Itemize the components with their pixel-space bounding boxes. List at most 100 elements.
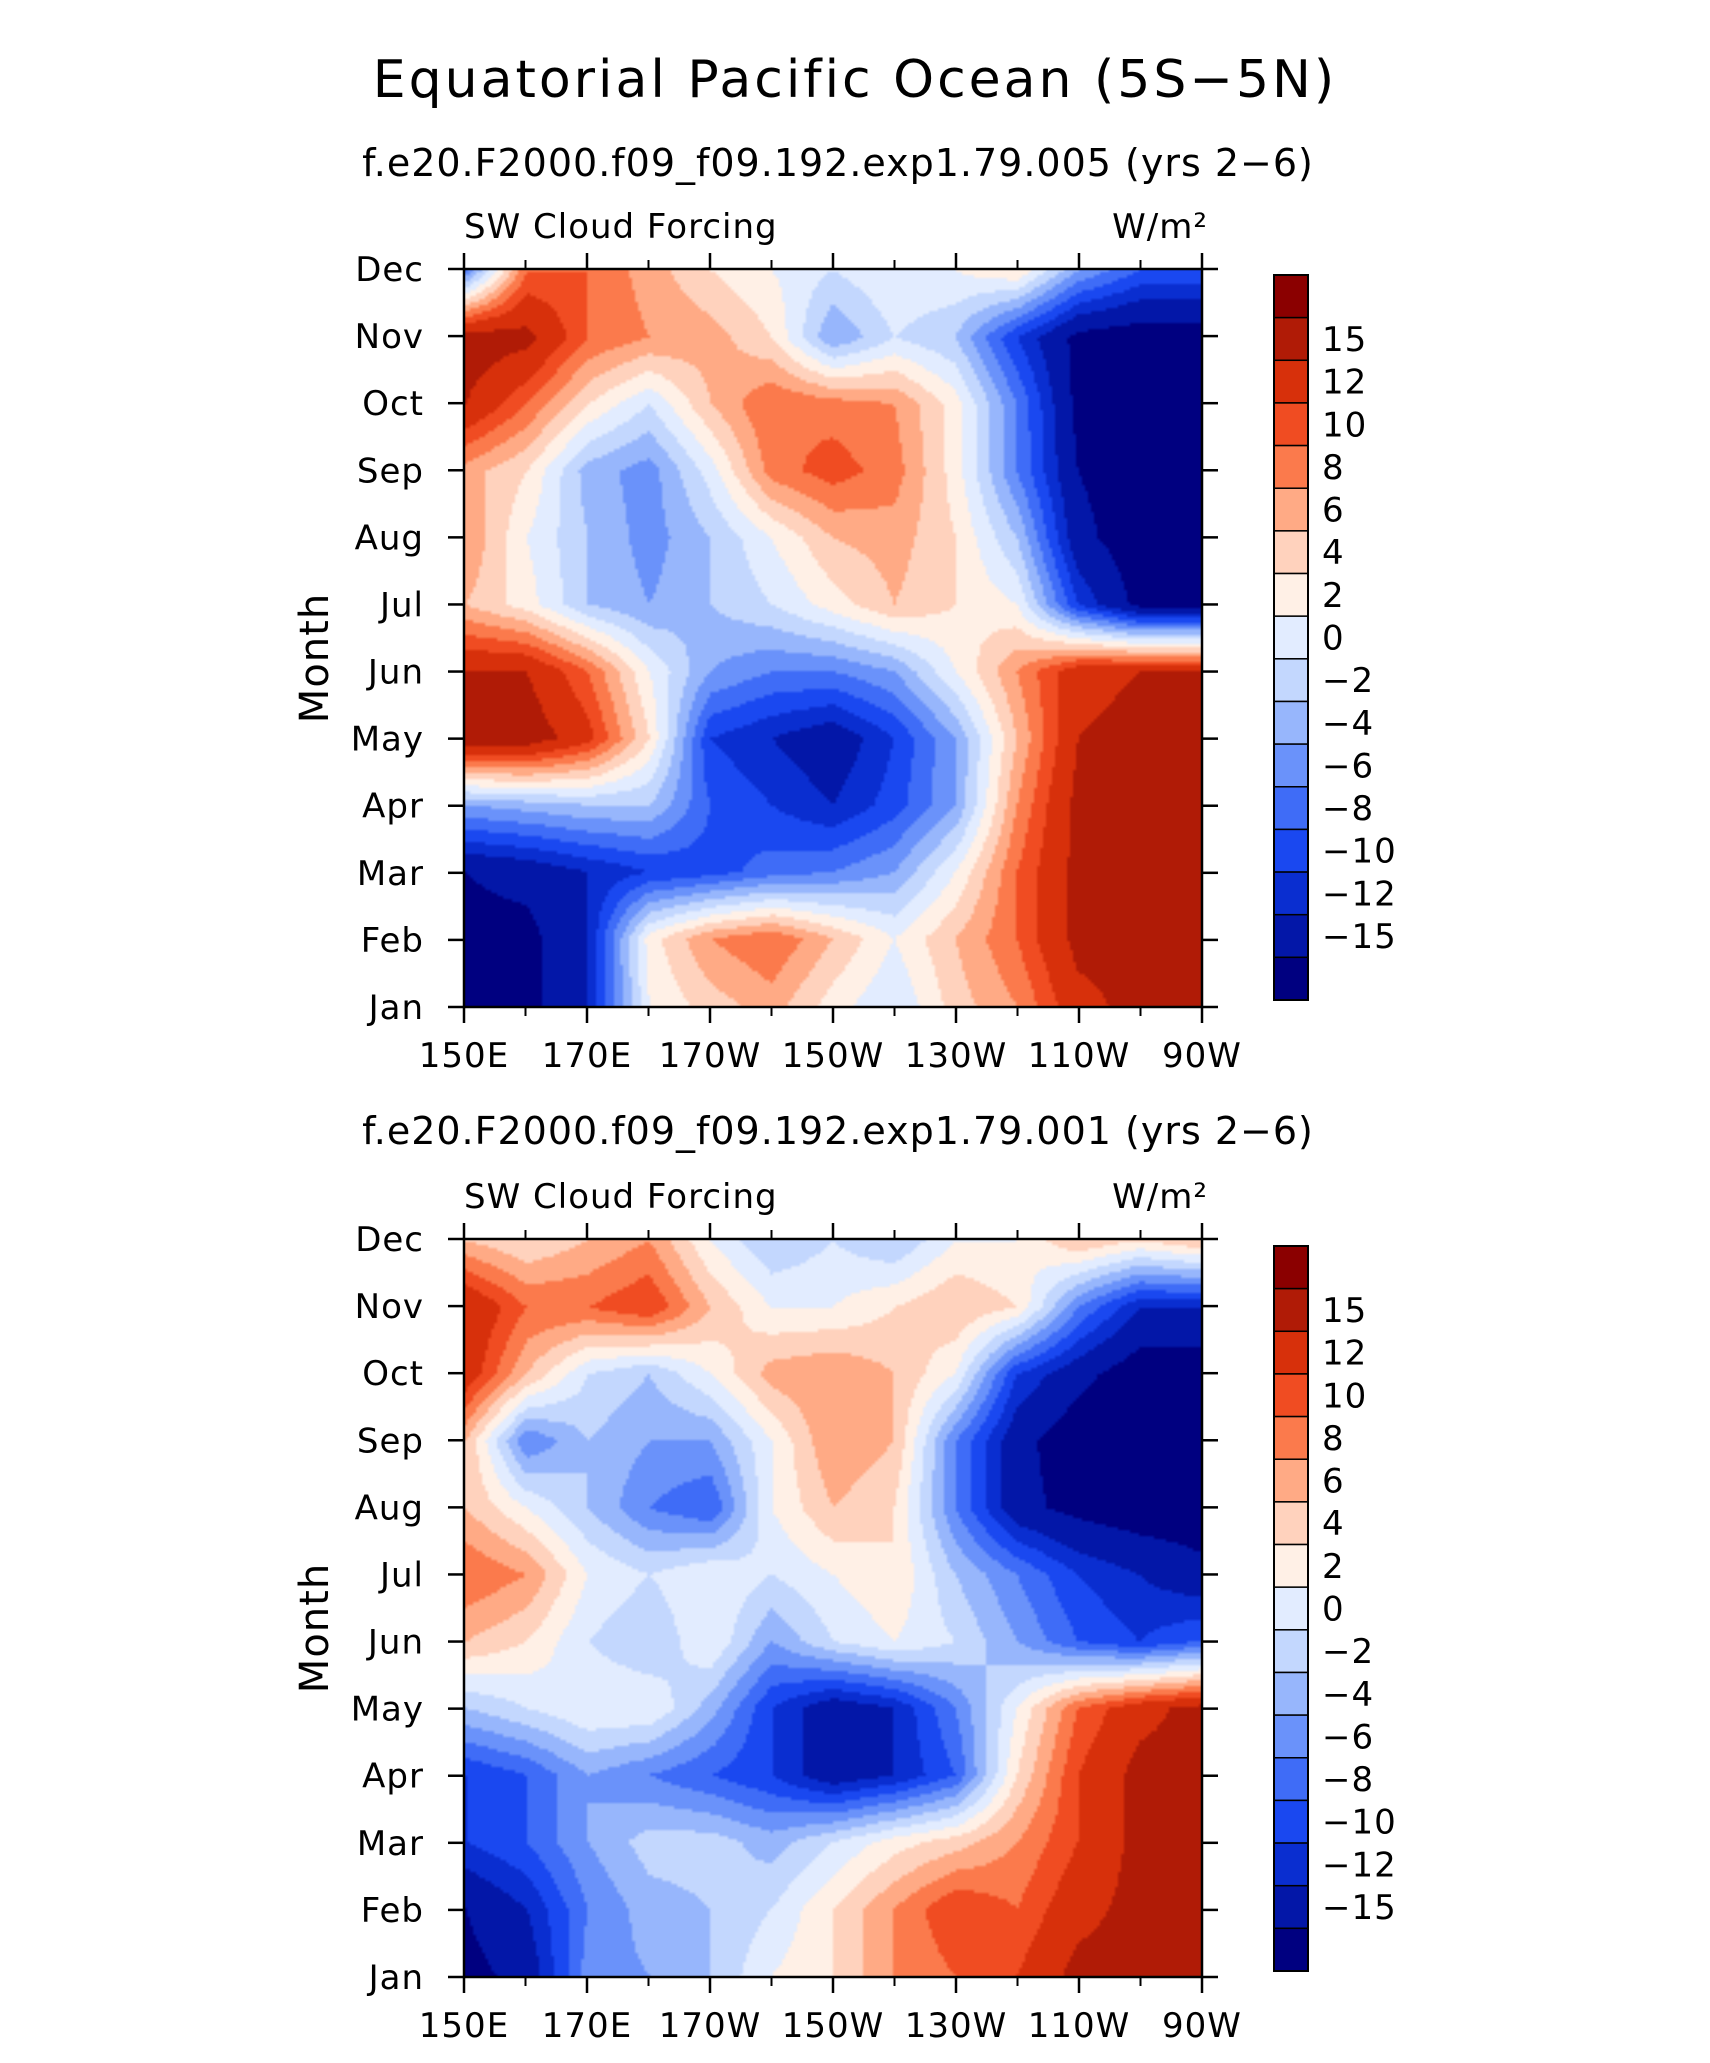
x-tick-label: 110W xyxy=(1028,1036,1131,1076)
colorbar-label: 10 xyxy=(1322,1376,1367,1416)
y-tick-label: Feb xyxy=(361,921,424,961)
colorbar-label: −4 xyxy=(1322,1675,1374,1715)
panel-bottom: f.e20.F2000.f09_f09.192.exp1.79.001 (yrs… xyxy=(292,1109,1397,2046)
colorbar-label: 2 xyxy=(1322,1547,1345,1587)
x-tick-label: 90W xyxy=(1162,1036,1242,1076)
colorbar-label: 0 xyxy=(1322,619,1345,659)
colorbar-box xyxy=(1273,1927,1309,1972)
colorbar-box xyxy=(1273,1543,1309,1588)
panel-bottom-units-label: W/m² xyxy=(1112,1177,1208,1217)
y-tick-label: Nov xyxy=(355,1287,424,1327)
x-tick-label: 110W xyxy=(1028,2006,1131,2046)
x-tick-label: 170E xyxy=(542,1036,632,1076)
panel-bottom-title: f.e20.F2000.f09_f09.192.exp1.79.001 (yrs… xyxy=(362,1109,1314,1153)
y-tick-label: Apr xyxy=(362,1757,424,1797)
y-tick-label: Mar xyxy=(357,1824,424,1864)
y-tick-label: Dec xyxy=(355,250,424,290)
y-tick-label: Sep xyxy=(357,1421,424,1461)
x-tick-label: 150E xyxy=(419,2006,509,2046)
colorbar-label: −2 xyxy=(1322,1632,1374,1672)
x-tick-label: 150W xyxy=(782,2006,885,2046)
x-tick-label: 150E xyxy=(419,1036,509,1076)
colorbar-box xyxy=(1273,1287,1309,1333)
colorbar-box xyxy=(1273,1415,1309,1460)
panel-bottom-variable-label: SW Cloud Forcing xyxy=(464,1177,778,1217)
y-tick-label: Jul xyxy=(378,585,424,625)
x-tick-label: 130W xyxy=(905,2006,1008,2046)
panel-top-units-label: W/m² xyxy=(1112,207,1208,247)
colorbar-box xyxy=(1273,316,1309,362)
y-tick-label: Jul xyxy=(378,1555,424,1595)
colorbar-box xyxy=(1273,1245,1309,1290)
colorbar-label: 8 xyxy=(1322,1419,1345,1459)
colorbar-label: −15 xyxy=(1322,1888,1397,1928)
colorbar-label: −12 xyxy=(1322,874,1397,914)
colorbar-label: 15 xyxy=(1322,320,1367,360)
panel-top-y-axis-label: Month xyxy=(292,593,338,723)
colorbar-box xyxy=(1273,1586,1309,1631)
colorbar-box xyxy=(1273,444,1309,489)
colorbar-label: 4 xyxy=(1322,1504,1345,1544)
colorbar-box xyxy=(1273,359,1309,404)
colorbar-box xyxy=(1273,274,1309,319)
colorbar-box xyxy=(1273,700,1309,745)
y-tick-label: Jun xyxy=(366,1623,424,1663)
colorbar-box xyxy=(1273,1671,1309,1716)
colorbar-box xyxy=(1273,615,1309,660)
figure-title: Equatorial Pacific Ocean (5S−5N) xyxy=(373,50,1337,110)
contour-field xyxy=(464,269,1202,1007)
y-tick-label: Mar xyxy=(357,854,424,894)
y-tick-label: Sep xyxy=(357,451,424,491)
colorbar-label: 4 xyxy=(1322,533,1345,573)
colorbar-label: 6 xyxy=(1322,1462,1345,1502)
panel-bottom-plot xyxy=(462,1237,1204,1979)
colorbar-label: 10 xyxy=(1322,405,1367,445)
colorbar-box xyxy=(1273,1373,1309,1418)
colorbar-label: −10 xyxy=(1322,1803,1397,1843)
colorbar-frame xyxy=(1273,274,1309,1001)
panel-top-x-ticks: 150E 170E 170W 150W 130W 110W 90W xyxy=(419,253,1242,1076)
colorbar-label: 12 xyxy=(1322,363,1367,403)
y-tick-label: May xyxy=(351,1690,424,1730)
y-tick-label: Dec xyxy=(355,1220,424,1260)
colorbar-box xyxy=(1273,487,1309,532)
colorbar-label: 0 xyxy=(1322,1590,1345,1630)
colorbar-label: −2 xyxy=(1322,661,1374,701)
panel-top-variable-label: SW Cloud Forcing xyxy=(464,207,778,247)
colorbar-box xyxy=(1273,1458,1309,1503)
panel-top-y-ticks: Jan Feb Mar Apr May Jun Jul Aug Sep Oct Nov Dec xyxy=(351,250,1218,1028)
colorbar-box xyxy=(1273,572,1309,617)
contour-field xyxy=(464,1239,1202,1977)
colorbar-box xyxy=(1273,1884,1309,1930)
y-tick-label: Oct xyxy=(362,384,424,424)
x-tick-label: 170E xyxy=(542,2006,632,2046)
y-tick-label: Feb xyxy=(361,1891,424,1931)
x-tick-label: 170W xyxy=(659,1036,762,1076)
panel-bottom-y-axis-label: Month xyxy=(292,1563,338,1693)
panel-top-plot xyxy=(462,267,1204,1009)
y-tick-label: Jun xyxy=(366,653,424,693)
colorbar-box xyxy=(1273,1501,1309,1546)
y-tick-label: May xyxy=(351,720,424,760)
colorbar-label: −6 xyxy=(1322,1717,1374,1757)
colorbar-box xyxy=(1273,871,1309,916)
y-tick-label: Apr xyxy=(362,787,424,827)
colorbar-label: 8 xyxy=(1322,448,1345,488)
colorbar-box xyxy=(1273,743,1309,788)
colorbar-label: −4 xyxy=(1322,704,1374,744)
colorbar-box xyxy=(1273,658,1309,703)
colorbar-box xyxy=(1273,530,1309,575)
colorbar-label: −6 xyxy=(1322,746,1374,786)
y-tick-label: Aug xyxy=(355,518,424,558)
colorbar-label: −10 xyxy=(1322,832,1397,872)
colorbar-box xyxy=(1273,1714,1309,1759)
x-tick-label: 90W xyxy=(1162,2006,1242,2046)
y-tick-label: Oct xyxy=(362,1354,424,1394)
colorbar-box xyxy=(1273,956,1309,1001)
colorbar-label: −15 xyxy=(1322,917,1397,957)
colorbar-label: 2 xyxy=(1322,576,1345,616)
y-tick-label: Aug xyxy=(355,1488,424,1528)
